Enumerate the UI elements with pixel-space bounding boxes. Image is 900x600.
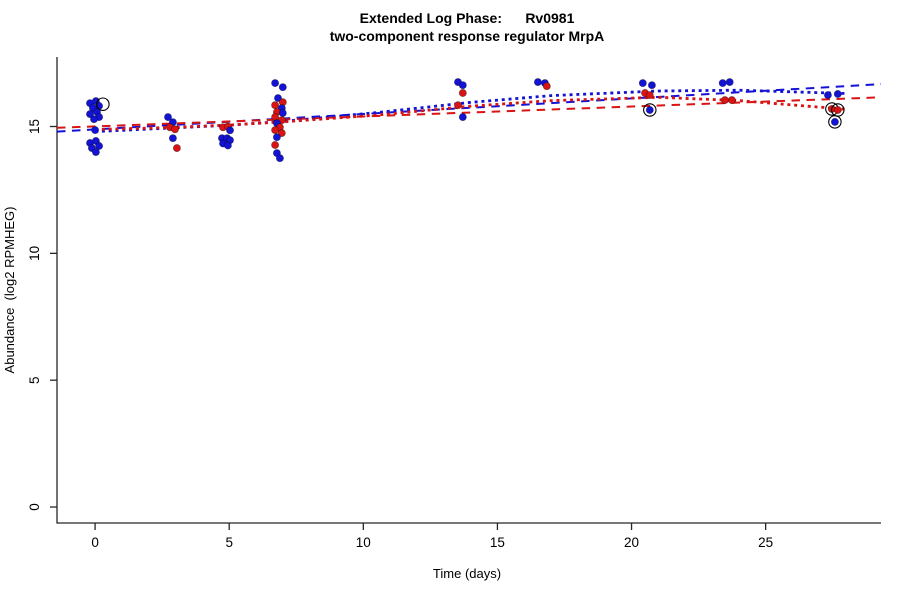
red-data-point	[277, 129, 286, 138]
chart-title: Extended Log Phase: Rv0981	[360, 10, 575, 26]
red-data-point	[542, 82, 551, 91]
blue-data-point	[95, 142, 104, 150]
chart-subtitle: two-component response regulator MrpA	[330, 28, 605, 44]
open-circle-marker	[96, 97, 110, 111]
red-data-point	[271, 101, 280, 110]
red-data-point	[271, 126, 280, 135]
blue-data-point	[272, 133, 281, 142]
x-tick-label: 0	[91, 535, 99, 550]
y-tick-label: 5	[27, 376, 42, 384]
blue-data-point	[91, 148, 100, 157]
y-axis-label: Abundance (log2 RPMHEG)	[2, 207, 17, 374]
blue-data-point	[458, 113, 467, 122]
blue-data-point	[164, 113, 172, 122]
x-tick-label: 10	[356, 535, 371, 550]
x-axis-label: Time (days)	[433, 566, 501, 581]
red-data-point	[645, 91, 654, 100]
blue-data-point	[275, 154, 284, 163]
data-points	[86, 78, 845, 163]
blue-data-point	[725, 78, 734, 87]
red-data-point	[454, 101, 462, 110]
y-tick-label: 15	[27, 119, 42, 134]
blue-data-point	[638, 79, 647, 88]
open-circle-marker	[828, 115, 842, 129]
blue-data-point	[168, 134, 177, 143]
blue-data-point	[226, 126, 234, 135]
blue-data-point	[90, 115, 98, 124]
blue-data-point	[645, 106, 654, 114]
axes: 0 5 10 15 20 25 0 5 10 15	[27, 57, 881, 550]
red-data-point	[727, 96, 736, 105]
red-data-point	[171, 125, 179, 134]
trend-lines	[56, 83, 882, 133]
blue-data-point	[223, 141, 232, 150]
blue-data-point	[278, 83, 287, 92]
red-data-point	[720, 96, 729, 105]
blue-data-point	[274, 94, 282, 103]
red-data-point	[833, 106, 842, 114]
axis-frame	[56, 57, 881, 524]
blue-data-point	[458, 81, 467, 90]
blue-data-point	[647, 81, 656, 90]
x-tick-label: 20	[624, 535, 639, 550]
red-data-point	[271, 141, 280, 149]
blue-data-point	[823, 91, 832, 100]
blue-data-point	[91, 126, 100, 135]
blue-data-point	[86, 110, 94, 119]
x-tick-label: 25	[758, 535, 773, 550]
x-tick-label: 15	[490, 535, 505, 550]
x-tick-label: 5	[225, 535, 233, 550]
red-linear-fit	[56, 96, 882, 129]
red-data-point	[172, 144, 181, 153]
y-tick-label: 10	[27, 246, 42, 261]
blue-data-point	[278, 109, 287, 118]
blue-data-point	[718, 79, 727, 88]
blue-data-point	[271, 79, 280, 88]
red-data-point	[458, 89, 467, 97]
open-circle-marker	[643, 103, 657, 117]
blue-linear-fit	[56, 83, 882, 133]
blue-data-point	[830, 117, 839, 126]
y-tick-label: 0	[27, 503, 42, 511]
blue-data-point	[833, 90, 842, 98]
blue-smooth-fit	[95, 88, 847, 133]
red-smooth-fit	[95, 95, 847, 131]
blue-data-point	[533, 78, 542, 87]
